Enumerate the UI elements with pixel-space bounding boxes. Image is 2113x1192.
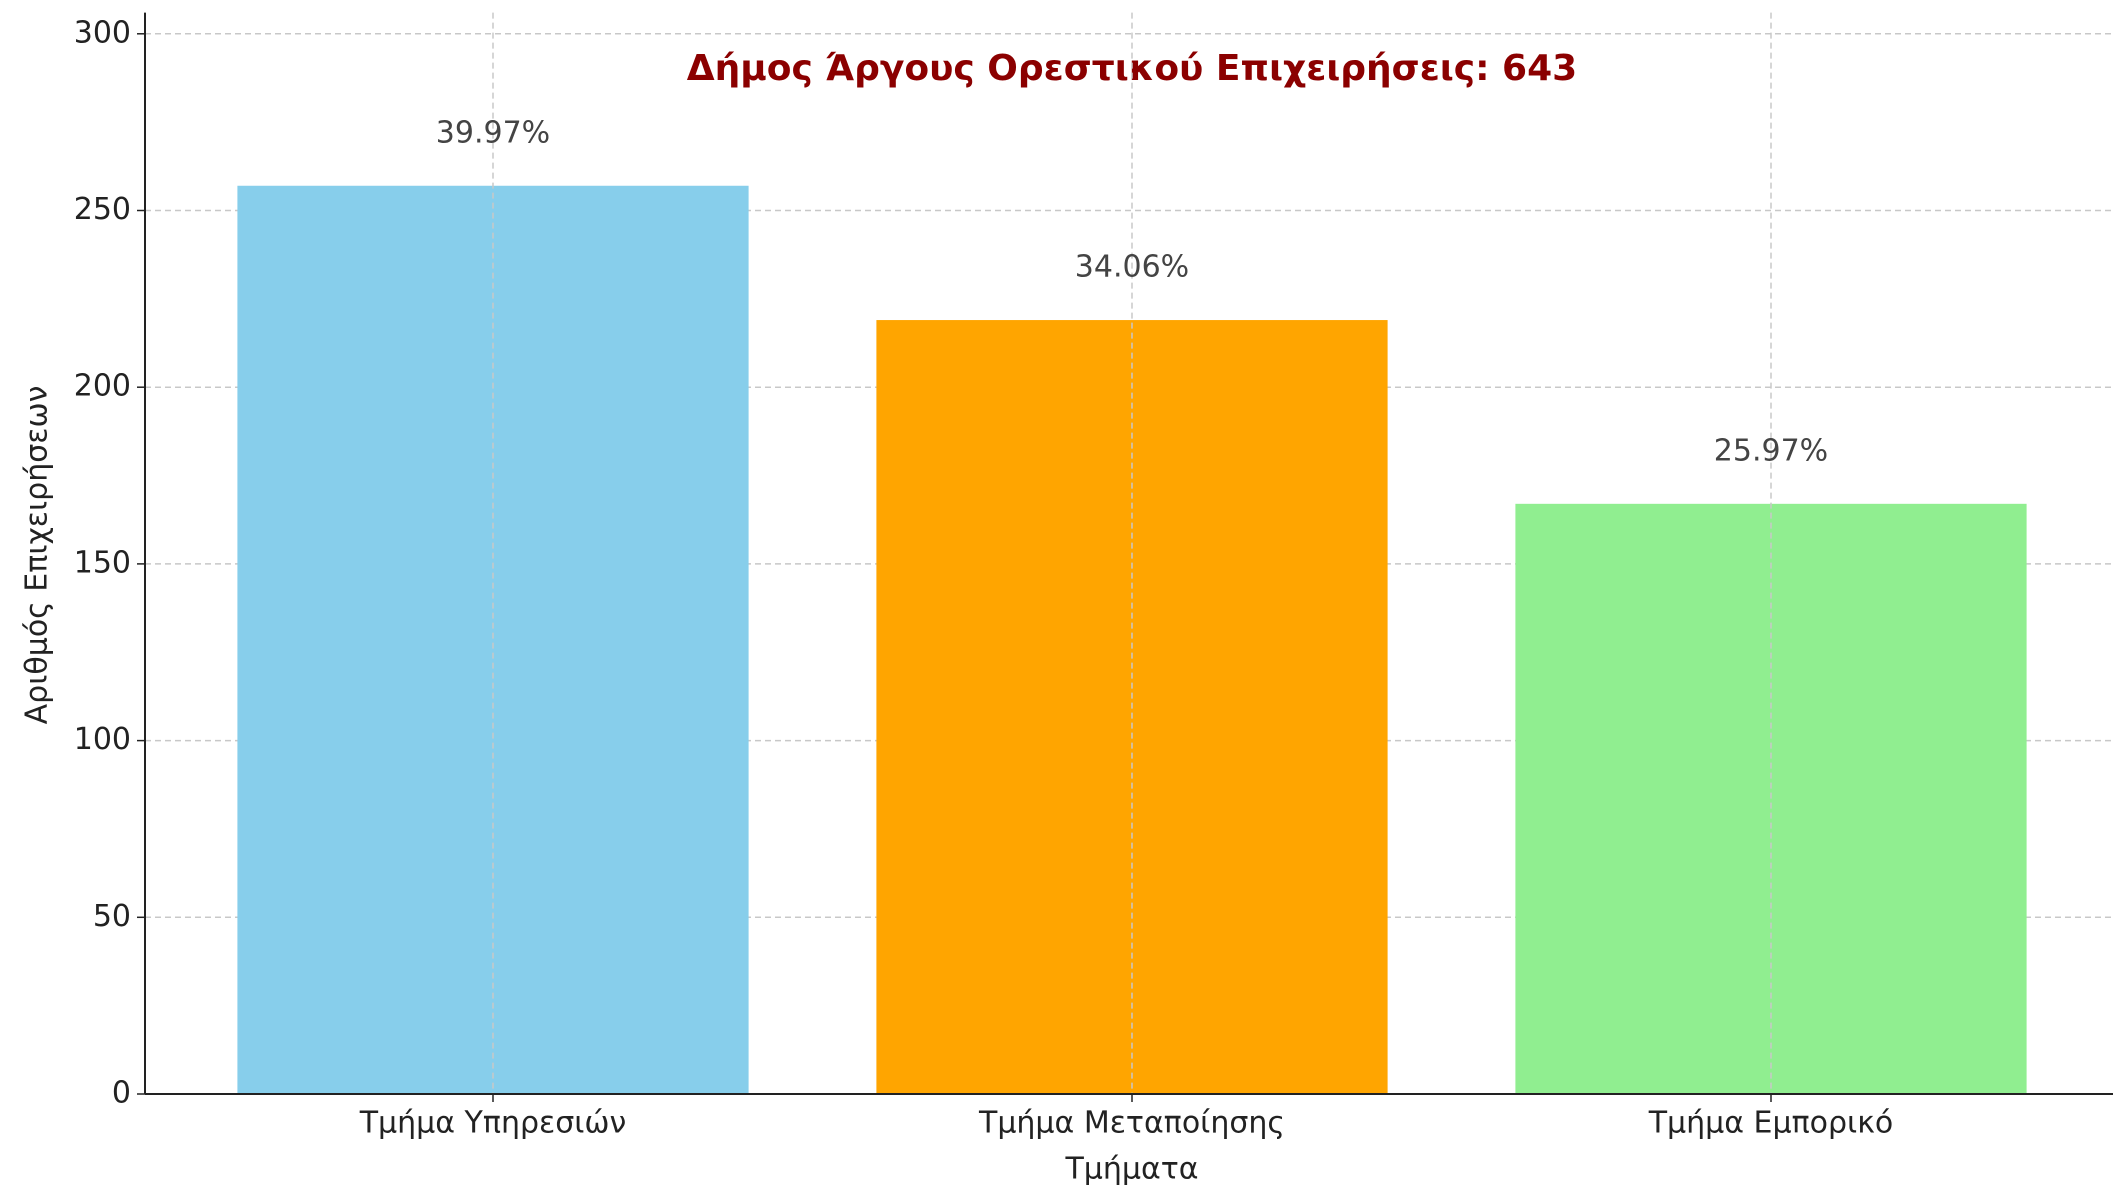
y-tick-label: 250 [74,192,131,227]
y-axis-label: Αριθμός Επιχειρήσεων [20,386,55,725]
y-tick-label: 200 [74,369,131,404]
x-tick-label: Τμήμα Υπηρεσιών [359,1106,627,1141]
y-tick-label: 0 [112,1076,131,1111]
data-label: 34.06% [1075,250,1189,285]
y-tick-label: 300 [74,15,131,50]
x-tick-label: Τμήμα Εμπορικό [1648,1106,1894,1141]
data-label: 25.97% [1714,433,1828,468]
y-tick-label: 50 [93,899,131,934]
y-tick-label: 100 [74,722,131,757]
data-label: 39.97% [436,115,550,150]
y-tick-label: 150 [74,545,131,580]
x-axis-label: Τμήματα [1064,1152,1198,1187]
x-tick-label: Τμήμα Μεταποίησης [978,1106,1285,1141]
